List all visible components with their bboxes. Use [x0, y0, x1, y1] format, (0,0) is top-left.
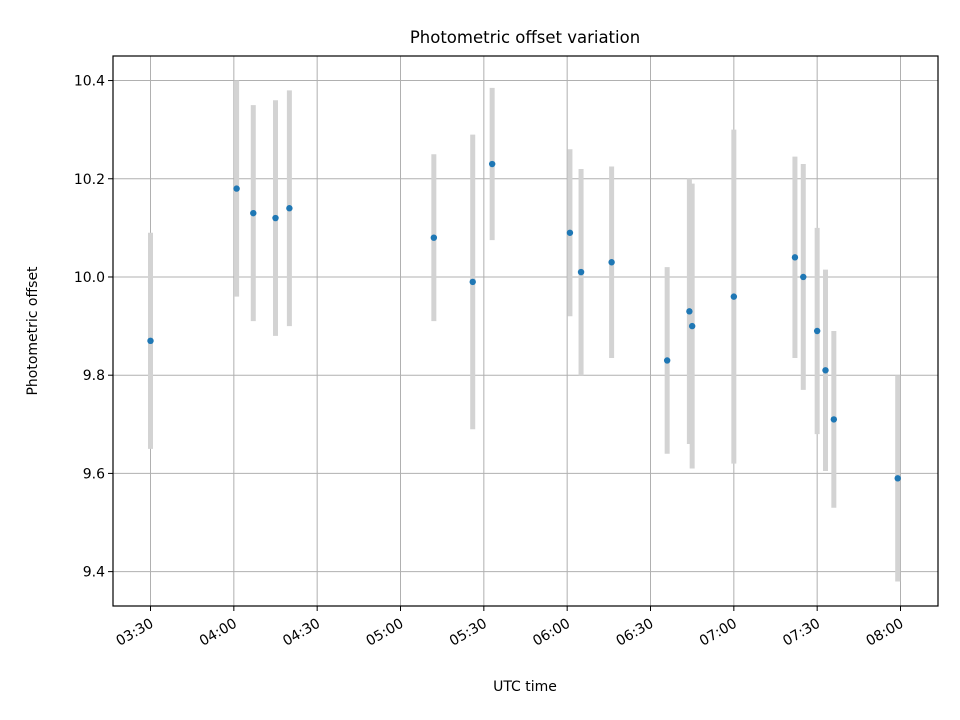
data-point — [608, 259, 615, 266]
data-point — [822, 367, 829, 374]
data-point — [272, 214, 279, 222]
plot-frame — [112, 55, 939, 607]
y-tick-label: 9.6 — [83, 466, 105, 482]
data-point — [233, 185, 240, 192]
data-point — [566, 229, 574, 236]
data-point — [663, 357, 671, 364]
data-point — [430, 234, 438, 241]
y-axis-label: Photometric offset — [25, 266, 41, 396]
data-point — [286, 205, 293, 212]
data-point — [800, 273, 807, 281]
data-point — [686, 308, 693, 315]
data-point — [147, 337, 154, 345]
data-point — [830, 416, 838, 423]
chart-title: Photometric offset variation — [410, 28, 640, 47]
y-tick-label: 9.8 — [83, 368, 105, 384]
data-point — [577, 268, 585, 276]
data-point — [250, 209, 257, 217]
y-tick-label: 10.0 — [74, 270, 105, 286]
data-points — [147, 160, 901, 482]
data-point — [813, 327, 821, 335]
y-axis-ticks: 9.4 9.6 9.8 10.0 10.2 10.4 — [74, 74, 113, 581]
data-point — [894, 475, 901, 482]
y-tick-label: 9.4 — [83, 565, 105, 581]
data-point — [488, 160, 496, 168]
y-tick-label: 10.2 — [74, 172, 105, 188]
data-point — [730, 293, 738, 300]
data-point — [688, 322, 696, 330]
y-tick-label: 10.4 — [74, 74, 105, 90]
x-axis-label: UTC time — [493, 679, 557, 695]
data-point — [791, 254, 799, 261]
data-point — [469, 278, 476, 286]
